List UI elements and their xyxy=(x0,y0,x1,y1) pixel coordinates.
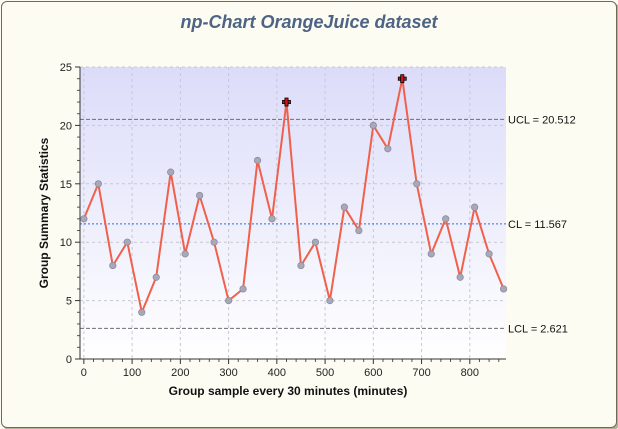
data-point xyxy=(456,273,464,281)
x-tick-label: 0 xyxy=(81,367,87,379)
data-point xyxy=(94,180,102,188)
data-point xyxy=(181,250,189,258)
data-point xyxy=(253,156,262,165)
data-point xyxy=(311,238,320,246)
data-point xyxy=(355,226,363,235)
out-of-control-point xyxy=(397,74,407,84)
y-tick-label: 0 xyxy=(66,354,72,366)
x-tick-label: 300 xyxy=(219,367,237,379)
y-tick-label: 20 xyxy=(60,120,72,132)
chart-title: np-Chart OrangeJuice dataset xyxy=(180,12,438,32)
out-of-control-point xyxy=(282,97,291,107)
x-tick-label: 400 xyxy=(268,367,286,379)
x-axis-title: Group sample every 30 minutes (minutes) xyxy=(169,384,408,398)
out-marker-core xyxy=(401,77,404,80)
data-point xyxy=(268,215,276,223)
y-tick-label: 15 xyxy=(60,179,72,191)
data-series-line xyxy=(82,77,505,314)
data-point xyxy=(123,238,131,246)
x-tick-label: 800 xyxy=(461,367,479,379)
data-point xyxy=(80,215,88,223)
data-point xyxy=(109,261,117,270)
plot-area xyxy=(80,67,506,359)
data-point xyxy=(340,203,348,211)
data-point xyxy=(196,191,204,200)
lcl-label: LCL = 2.621 xyxy=(508,323,568,335)
x-tick-label: 500 xyxy=(316,367,334,379)
ucl-label: UCL = 20.512 xyxy=(508,114,576,126)
data-point xyxy=(167,168,175,176)
data-point xyxy=(413,180,421,188)
data-point xyxy=(427,250,435,258)
x-tick-label: 700 xyxy=(412,367,430,379)
data-point xyxy=(210,238,218,246)
data-point xyxy=(485,250,493,258)
y-tick-label: 5 xyxy=(66,296,72,308)
data-point xyxy=(442,215,450,223)
data-point xyxy=(152,273,160,281)
data-point xyxy=(138,308,146,316)
data-point xyxy=(326,296,334,305)
data-point xyxy=(471,203,479,211)
data-point xyxy=(239,285,247,293)
y-tick-label: 25 xyxy=(60,62,72,74)
data-point xyxy=(369,121,377,130)
x-tick-label: 200 xyxy=(171,367,189,379)
out-marker-core xyxy=(285,100,288,104)
data-point xyxy=(384,145,392,153)
data-point xyxy=(499,285,508,293)
x-tick-label: 100 xyxy=(123,367,141,379)
data-point xyxy=(224,296,233,305)
x-tick-label: 600 xyxy=(364,367,382,379)
cl-label: CL = 11.567 xyxy=(508,219,567,231)
y-tick-label: 10 xyxy=(60,237,72,249)
y-axis-title: Group Summary Statistics xyxy=(37,137,51,288)
data-point xyxy=(297,261,305,270)
